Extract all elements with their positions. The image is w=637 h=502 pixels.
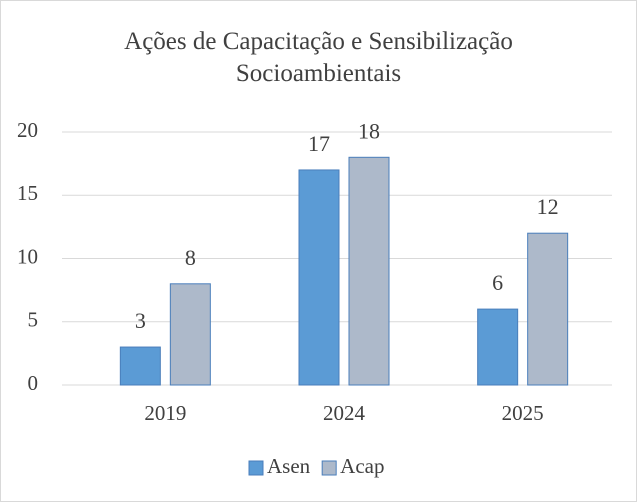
value-label: 12 bbox=[537, 194, 559, 219]
y-tick-label: 0 bbox=[28, 371, 39, 395]
legend-label: Asen bbox=[267, 454, 311, 478]
bar bbox=[298, 169, 340, 386]
x-tick-label: 2019 bbox=[144, 401, 186, 425]
y-tick-label: 20 bbox=[17, 118, 38, 142]
chart-title: Ações de Capacitação e Sensibilização So… bbox=[124, 28, 513, 87]
x-tick-label: 2025 bbox=[502, 401, 544, 425]
value-label: 8 bbox=[185, 245, 196, 270]
legend-swatch bbox=[248, 460, 264, 476]
bar bbox=[119, 346, 161, 386]
value-label: 18 bbox=[358, 118, 380, 143]
chart-title-box: Ações de Capacitação e Sensibilização So… bbox=[0, 26, 637, 90]
legend-label: Acap bbox=[340, 454, 384, 478]
value-label: 6 bbox=[492, 270, 503, 295]
y-tick-label: 5 bbox=[28, 308, 39, 332]
value-label: 17 bbox=[308, 131, 330, 156]
y-tick-label: 15 bbox=[17, 181, 38, 205]
bar bbox=[169, 283, 211, 386]
bar bbox=[348, 156, 390, 386]
bar bbox=[477, 308, 519, 386]
y-tick-label: 10 bbox=[17, 244, 38, 268]
value-label: 3 bbox=[135, 308, 146, 333]
legend-swatch bbox=[321, 460, 337, 476]
bar bbox=[527, 232, 569, 386]
x-tick-label: 2024 bbox=[323, 401, 366, 425]
